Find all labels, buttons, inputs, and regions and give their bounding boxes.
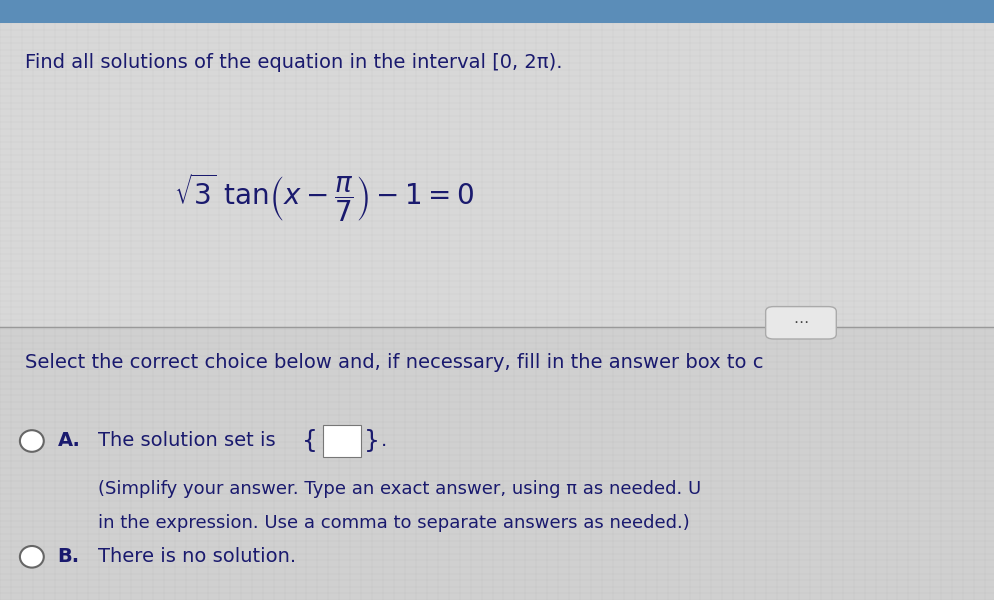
Text: There is no solution.: There is no solution. <box>97 547 295 566</box>
Text: B.: B. <box>58 547 80 566</box>
Text: A.: A. <box>58 431 81 451</box>
Text: $\{$: $\{$ <box>301 427 316 455</box>
Text: .: . <box>381 431 387 451</box>
Text: $\}$: $\}$ <box>363 427 378 455</box>
FancyBboxPatch shape <box>765 307 835 339</box>
Text: Find all solutions of the equation in the interval [0, 2π).: Find all solutions of the equation in th… <box>25 53 562 73</box>
Bar <box>323 425 361 457</box>
Text: ⋯: ⋯ <box>792 316 808 330</box>
Text: The solution set is: The solution set is <box>97 431 281 451</box>
Ellipse shape <box>20 546 44 568</box>
Text: $\sqrt{3}\ \mathrm{tan}\left(x - \dfrac{\pi}{7}\right) - 1 = 0$: $\sqrt{3}\ \mathrm{tan}\left(x - \dfrac{… <box>174 172 473 224</box>
Bar <box>0 0 994 23</box>
Text: Select the correct choice below and, if necessary, fill in the answer box to c: Select the correct choice below and, if … <box>25 353 762 373</box>
Ellipse shape <box>20 430 44 452</box>
Bar <box>0 327 994 600</box>
Bar <box>0 23 994 327</box>
Text: (Simplify your answer. Type an exact answer, using π as needed. U: (Simplify your answer. Type an exact ans… <box>97 480 700 498</box>
Text: in the expression. Use a comma to separate answers as needed.): in the expression. Use a comma to separa… <box>97 514 689 532</box>
